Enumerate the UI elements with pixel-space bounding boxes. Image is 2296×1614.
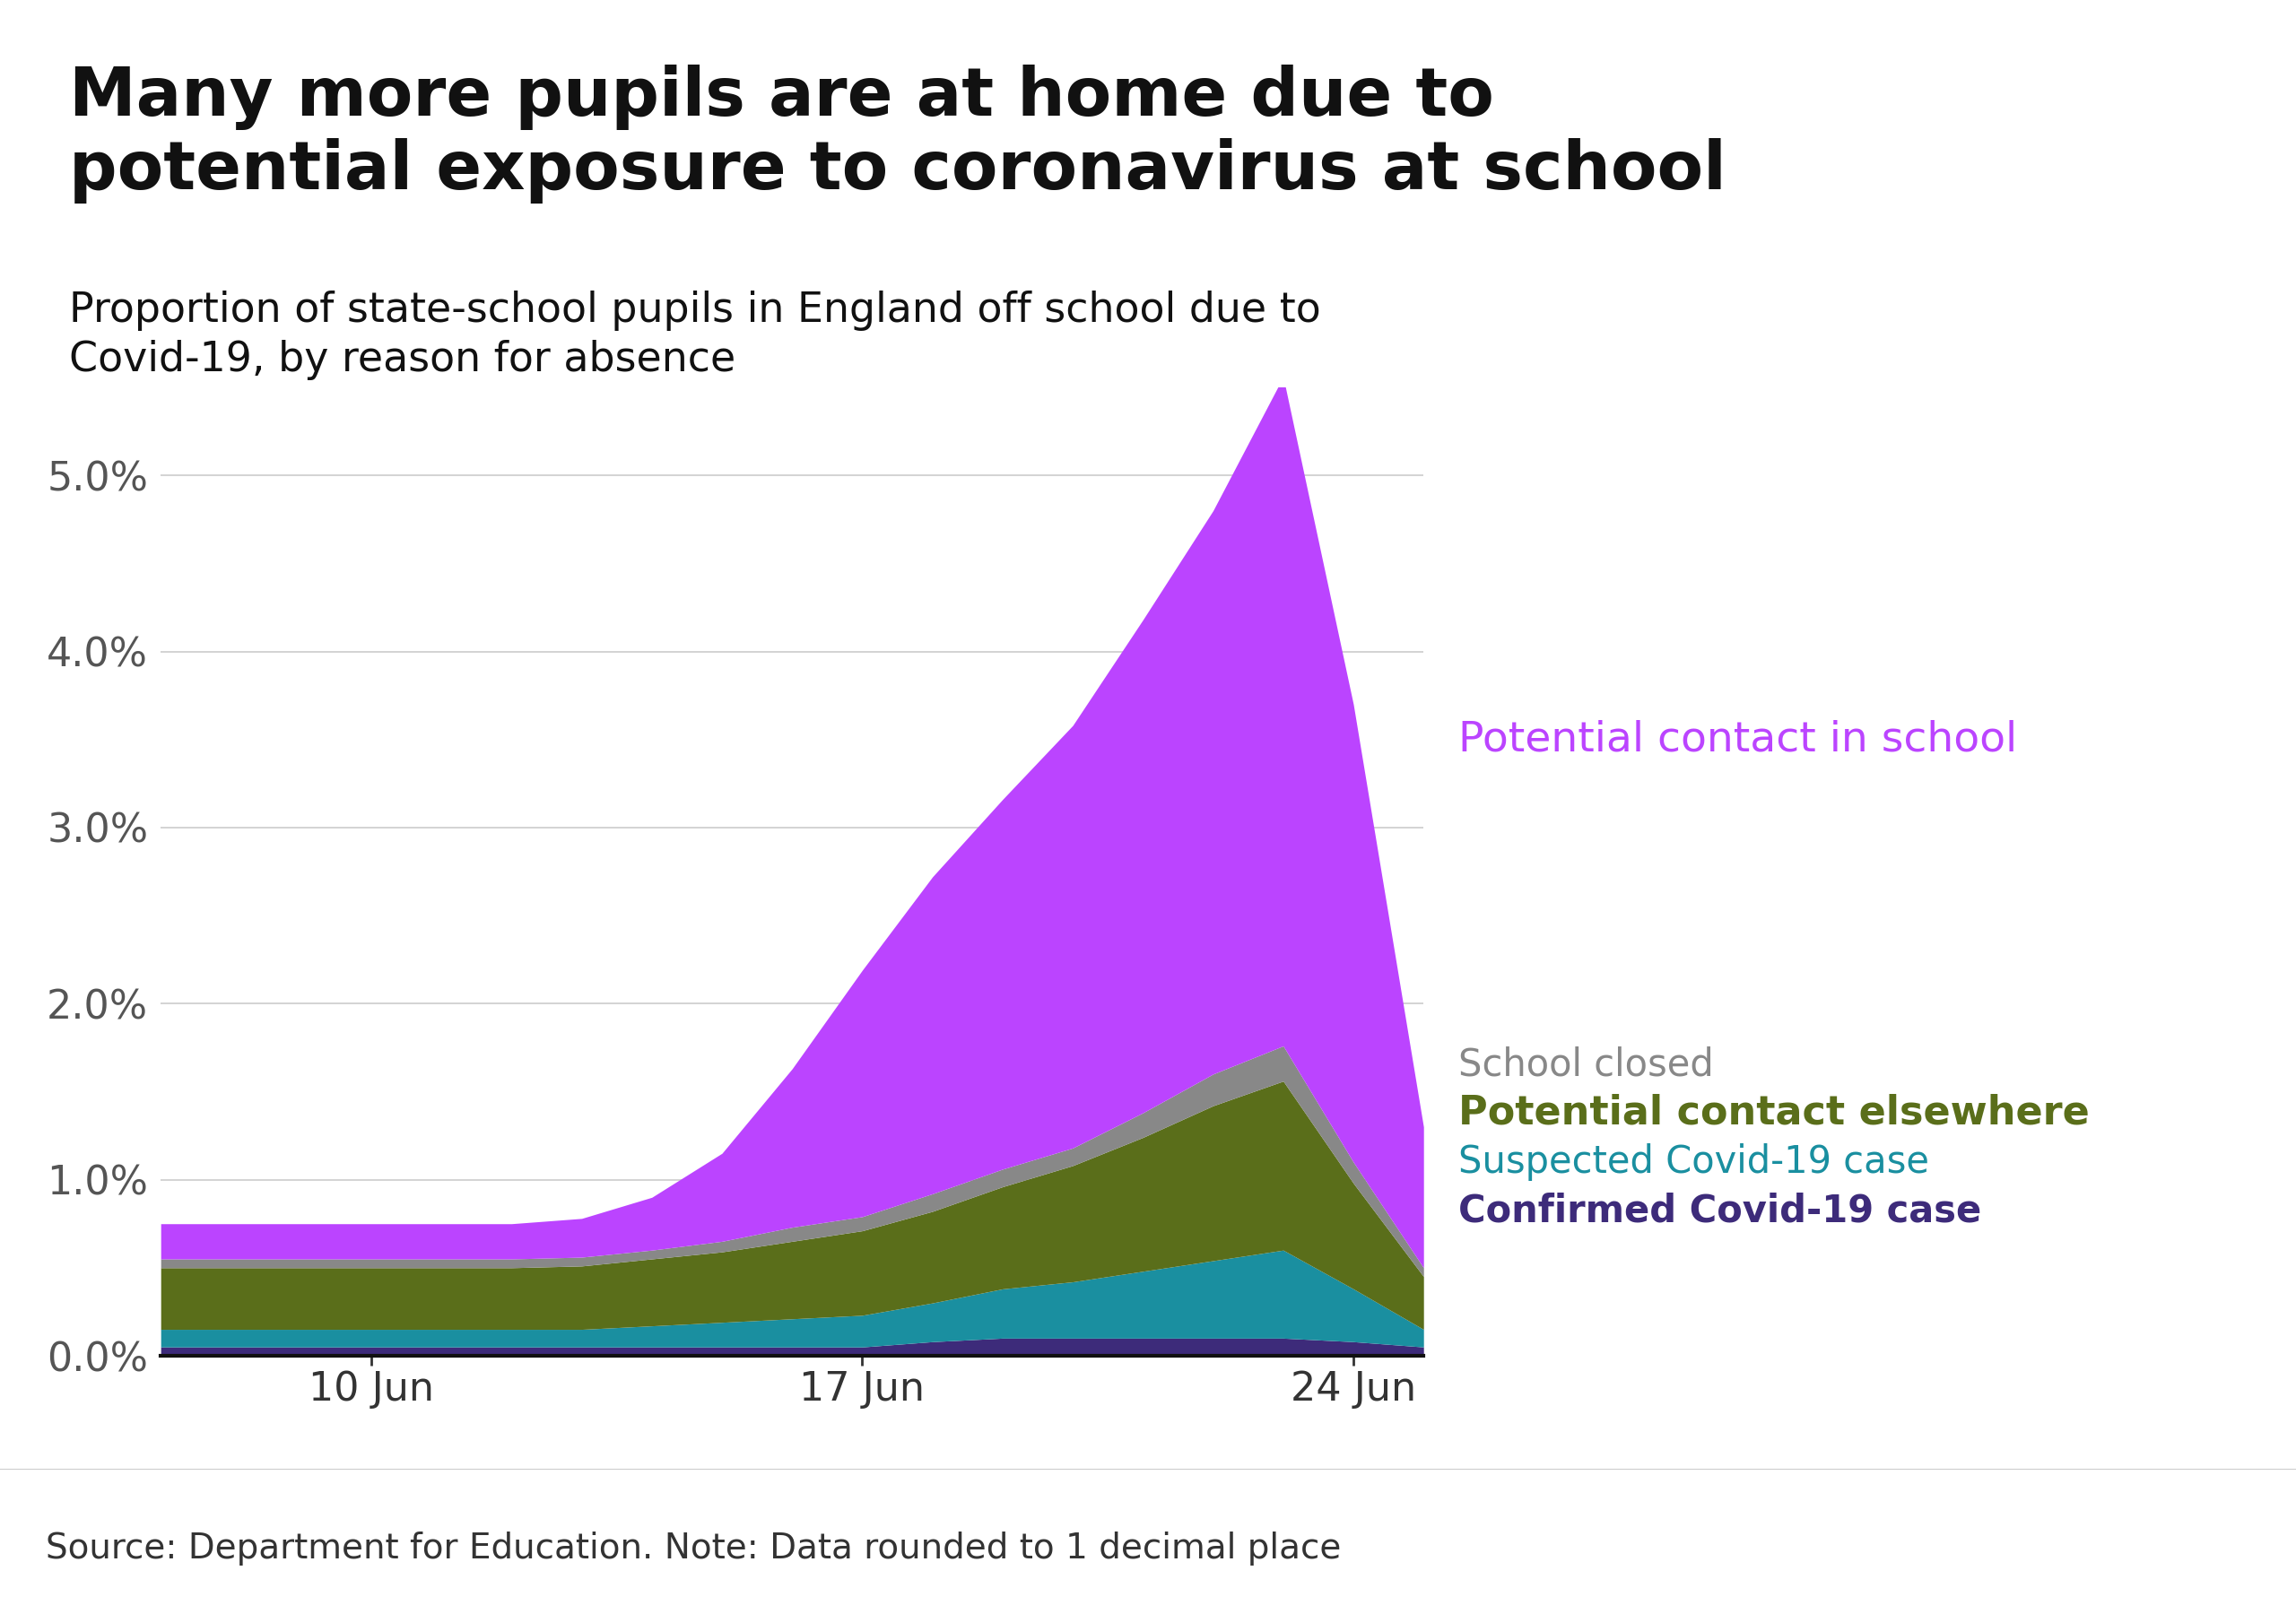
Text: Proportion of state-school pupils in England off school due to
Covid-19, by reas: Proportion of state-school pupils in Eng…	[69, 291, 1320, 381]
Text: Potential contact in school: Potential contact in school	[1458, 720, 2016, 760]
Text: Confirmed Covid-19 case: Confirmed Covid-19 case	[1458, 1193, 1981, 1230]
Text: Many more pupils are at home due to
potential exposure to coronavirus at school: Many more pupils are at home due to pote…	[69, 65, 1727, 203]
Text: School closed: School closed	[1458, 1046, 1713, 1085]
Text: Source: Department for Education. Note: Data rounded to 1 decimal place: Source: Department for Education. Note: …	[46, 1532, 1341, 1566]
Text: BBC: BBC	[2119, 1517, 2239, 1569]
Text: Suspected Covid-19 case: Suspected Covid-19 case	[1458, 1143, 1929, 1181]
Text: Potential contact elsewhere: Potential contact elsewhere	[1458, 1094, 2089, 1131]
